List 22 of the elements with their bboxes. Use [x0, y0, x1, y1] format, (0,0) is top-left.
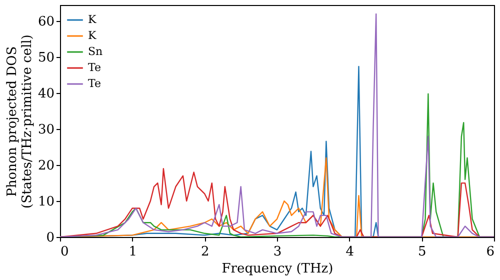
- y-tick-label: 0: [46, 230, 54, 246]
- y-tick-label: 10: [38, 194, 54, 210]
- y-tick-label: 30: [38, 122, 54, 138]
- legend-label: Sn: [88, 45, 103, 58]
- x-tick-label: 3: [273, 244, 282, 260]
- x-tick-label: 5: [418, 244, 426, 260]
- x-tick-label: 6: [486, 244, 494, 260]
- x-tick-label: 4: [346, 244, 354, 260]
- x-tick-label: 0: [60, 244, 69, 260]
- x-tick-label: 1: [128, 244, 137, 260]
- legend-label: Te: [88, 77, 101, 90]
- legend-label: Te: [88, 61, 101, 74]
- y-tick-label: 20: [38, 158, 54, 174]
- legend-label: K: [88, 13, 97, 26]
- y-axis-title: Phonon projected DOS (States/THz·primitive cell): [4, 34, 35, 209]
- legend-label: K: [88, 29, 97, 42]
- x-axis-title: Frequency (THz): [222, 262, 334, 276]
- line-series: [60, 13, 494, 237]
- x-tick-label: 2: [201, 244, 210, 260]
- y-tick-label: 40: [38, 86, 54, 102]
- y-tick-label: 60: [38, 14, 54, 30]
- y-tick-label: 50: [38, 50, 54, 66]
